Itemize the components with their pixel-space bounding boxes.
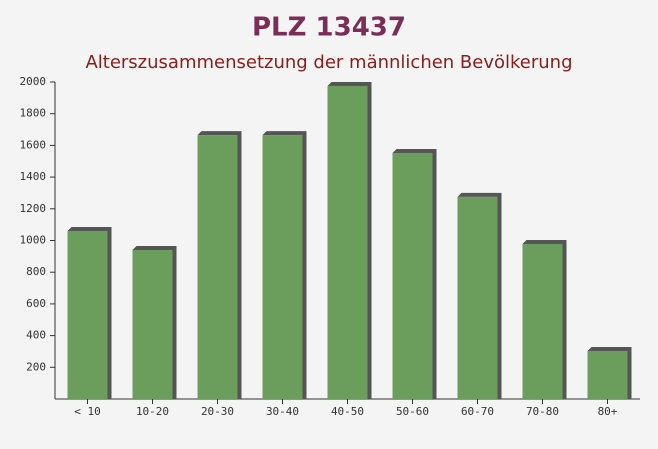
y-tick-label: 800: [26, 265, 46, 278]
x-tick-label: 30-40: [266, 405, 299, 418]
bar: [392, 153, 433, 399]
x-tick-label: 40-50: [331, 405, 364, 418]
y-tick-label: 1800: [20, 107, 47, 120]
y-tick-label: 600: [26, 297, 46, 310]
chart-subtitle: Alterszusammensetzung der männlichen Bev…: [85, 52, 572, 73]
bar: [457, 196, 498, 399]
x-tick-label: 10-20: [136, 405, 169, 418]
y-tick-label: 2000: [20, 75, 47, 88]
y-tick-label: 1200: [20, 202, 47, 215]
x-tick-label: 50-60: [396, 405, 429, 418]
bar: [67, 230, 108, 399]
chart-title: PLZ 13437: [252, 13, 406, 43]
y-tick-label: 200: [26, 360, 46, 373]
y-tick-label: 1400: [20, 170, 47, 183]
bar: [327, 85, 368, 400]
bar: [262, 135, 303, 399]
x-tick-label: 70-80: [526, 405, 559, 418]
bar: [132, 250, 173, 399]
y-tick-label: 1600: [20, 138, 47, 151]
x-tick-label: 80+: [598, 405, 618, 418]
x-tick-label: 60-70: [461, 405, 494, 418]
y-tick-label: 400: [26, 329, 46, 342]
x-tick-label: 20-30: [201, 405, 234, 418]
bar: [522, 243, 563, 399]
bar: [197, 135, 238, 399]
x-tick-label: < 10: [74, 405, 101, 418]
y-tick-label: 1000: [20, 234, 47, 247]
bar: [587, 350, 628, 399]
